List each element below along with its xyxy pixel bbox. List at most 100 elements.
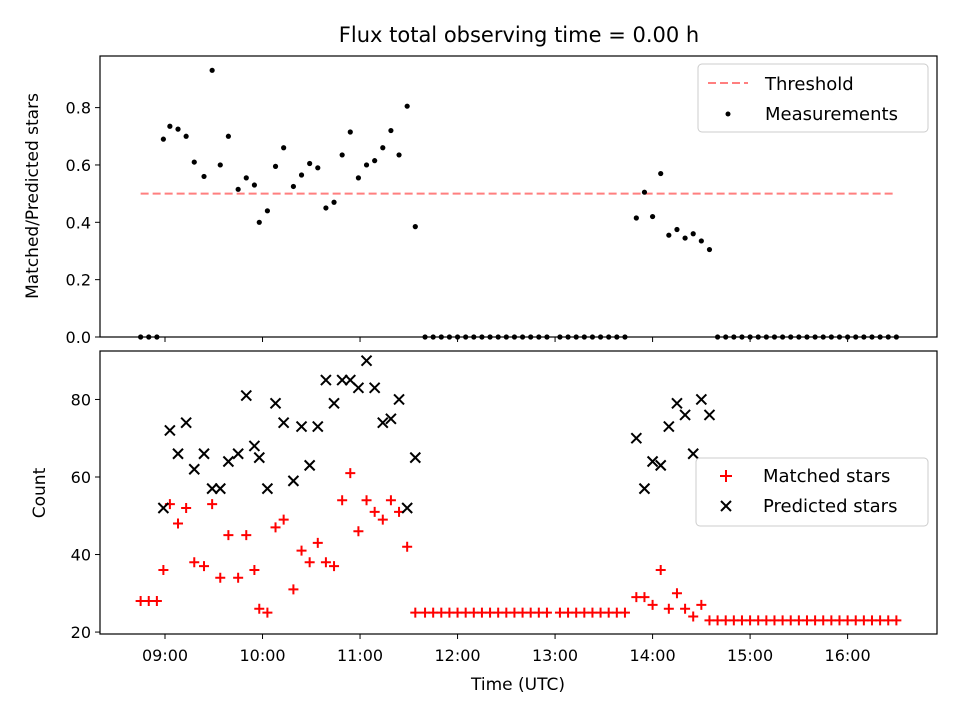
measurements-point [243, 175, 249, 181]
measurements-point [690, 231, 696, 237]
measurements-point [698, 238, 704, 244]
measurements-point [658, 170, 664, 177]
measurements-point [404, 103, 410, 109]
measurements-point [355, 175, 362, 181]
matched-stars-point [680, 603, 691, 614]
bottom-x-tick-label: 13:00 [532, 646, 578, 665]
predicted-stars-point [409, 451, 422, 464]
matched-stars-point [233, 572, 244, 583]
measurements-point [256, 219, 262, 225]
measurements-point [633, 215, 639, 221]
matched-stars-point [329, 561, 340, 572]
measurements-point [666, 232, 672, 238]
matched-stars-point [223, 530, 234, 541]
bottom-x-tick-label: 11:00 [337, 646, 383, 665]
matched-stars-point [296, 545, 307, 556]
predicted-stars-point [671, 397, 683, 410]
matched-stars-point [655, 565, 666, 576]
matched-stars-point [320, 557, 331, 568]
matched-stars-point [207, 499, 218, 510]
predicted-stars-point [679, 409, 691, 421]
predicted-stars-point [352, 382, 365, 394]
matched-stars-point [696, 599, 707, 610]
matched-stars-point [189, 557, 200, 568]
bottom-y-tick-label: 60 [71, 468, 91, 487]
predicted-stars-point [248, 440, 261, 452]
measurements-point [363, 162, 370, 168]
matched-stars-point [215, 572, 226, 583]
matched-stars-point [337, 495, 348, 506]
top-legend-box [697, 63, 929, 133]
matched-stars-point [158, 565, 169, 576]
predicted-stars-point [320, 374, 332, 386]
predicted-stars-point [295, 420, 308, 433]
top-y-axis-label: Matched/Predicted stars [23, 93, 43, 299]
measurements-point [347, 129, 353, 135]
predicted-stars-point [377, 417, 389, 429]
matched-stars-point [410, 607, 421, 618]
predicted-stars-point [269, 397, 282, 410]
predicted-stars-point [655, 459, 667, 472]
matched-stars-point [541, 607, 552, 618]
predicted-stars-point [360, 354, 373, 367]
measurements-point [167, 123, 173, 129]
predicted-stars-point [393, 393, 405, 406]
measurements-point [264, 208, 270, 214]
matched-stars-point [353, 526, 364, 537]
predicted-stars-point [222, 455, 235, 468]
measurements-point [339, 152, 345, 158]
bottom-x-tick-label: 15:00 [727, 646, 773, 665]
bottom-x-tick-label: 10:00 [239, 646, 285, 665]
measurements-point [201, 173, 207, 180]
measurements-point [396, 152, 402, 158]
predicted-stars-point [277, 417, 290, 429]
measurements-point [412, 224, 418, 230]
measurements-point [674, 226, 680, 233]
predicted-stars-point [646, 455, 659, 468]
predicted-stars-point [303, 459, 316, 472]
predicted-stars-point [240, 389, 252, 402]
predicted-stars-point [214, 482, 226, 495]
measurements-point [290, 183, 297, 190]
x-axis-label: Time (UTC) [470, 675, 565, 695]
top-y-tick-label: 0.6 [66, 156, 91, 175]
matched-stars-point [639, 592, 650, 603]
measurements-point [251, 182, 257, 188]
predicted-stars-point [261, 482, 274, 495]
bottom-axes-frame [99, 350, 938, 635]
matched-stars-point [241, 530, 252, 541]
bottom-subplot: 20 40 60 80 09:00 10:00 11:00 12:00 13:00 14:00 15… [30, 350, 938, 695]
legend-matched-label: Matched stars [763, 466, 890, 487]
measurements-point [641, 189, 648, 195]
measurements-point [235, 186, 241, 192]
predicted-stars-point [695, 393, 708, 406]
matched-stars-point [647, 599, 658, 610]
figure-title: Flux total observing time = 0.00 h [339, 23, 699, 47]
legend-measurements-swatch [725, 111, 731, 117]
predicted-stars-point [687, 448, 699, 460]
matched-stars-point [199, 561, 210, 572]
predicted-stars-point [164, 424, 176, 437]
matched-stars-point [304, 557, 315, 568]
bottom-x-tick-label: 12:00 [434, 646, 480, 665]
predicted-stars-point [232, 448, 244, 460]
predicted-stars-point [188, 463, 200, 475]
measurements-point [209, 67, 215, 73]
top-axes-frame [99, 55, 938, 338]
matched-stars-point [663, 603, 674, 614]
matched-stars-point [369, 506, 380, 517]
predicted-stars-point [401, 502, 413, 514]
predicted-stars-point [198, 448, 210, 460]
measurements-point [388, 127, 394, 134]
bottom-y-tick-label: 40 [71, 546, 91, 565]
predicted-stars-point [385, 413, 397, 425]
predicted-stars-point [180, 417, 192, 429]
predicted-stars-point [287, 475, 300, 487]
measurements-point [323, 205, 329, 211]
measurements-point [160, 136, 166, 142]
top-y-tick-label: 0.0 [66, 328, 91, 347]
measurements-point [298, 172, 305, 178]
top-y-tick-label: 0.4 [66, 213, 91, 232]
legend-threshold-label: Threshold [764, 74, 854, 95]
predicted-stars-point [368, 382, 381, 394]
